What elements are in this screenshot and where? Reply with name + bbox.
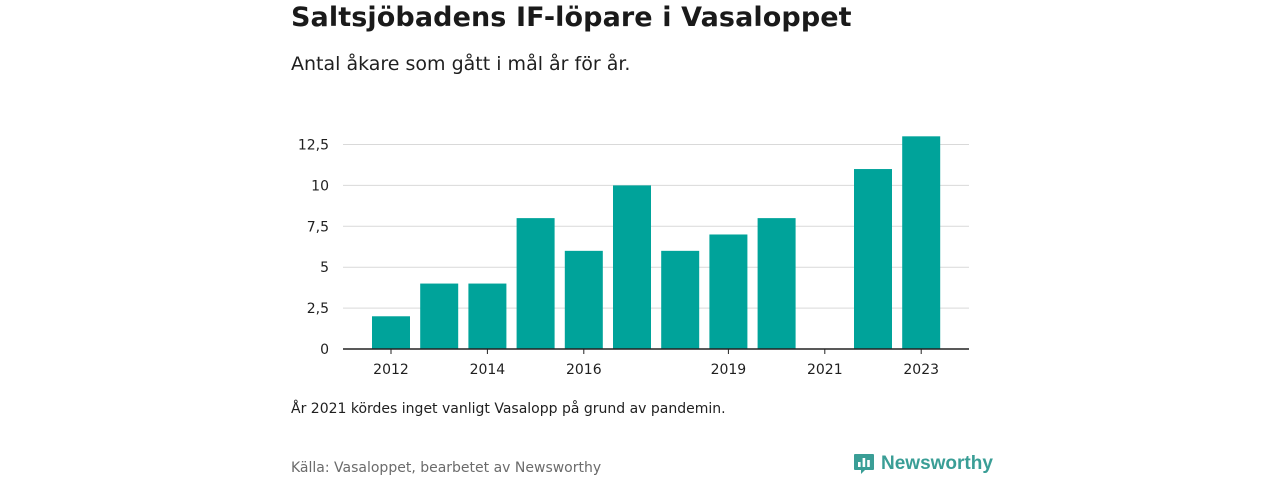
y-tick-label: 0: [320, 342, 329, 358]
bar-2012: [372, 316, 410, 349]
chart-subtitle: Antal åkare som gått i mål år för år.: [291, 53, 631, 75]
source-credit: Källa: Vasaloppet, bearbetet av Newswort…: [291, 460, 602, 476]
y-tick-label: 12,5: [298, 138, 329, 154]
bar-2013: [420, 283, 459, 349]
x-tick-label: 2023: [903, 362, 939, 378]
bar-2016: [564, 250, 603, 349]
y-tick-label: 10: [311, 178, 329, 194]
y-tick-label: 7,5: [307, 219, 329, 235]
y-tick-label: 5: [320, 260, 329, 276]
bar-2018: [661, 250, 700, 349]
bar-chart: 0 2,5 5 7,5 10 12,5 2012 2014 2016 2019 2021 2023: [298, 136, 969, 378]
x-tick-label: 2014: [470, 362, 506, 378]
x-tick-label: 2019: [711, 362, 747, 378]
y-axis-ticks: 0 2,5 5 7,5 10 12,5: [298, 138, 329, 359]
brand-name: Newsworthy: [881, 453, 993, 474]
newsworthy-logo-icon: [854, 454, 874, 474]
bar-2023: [902, 136, 941, 349]
bar-2014: [468, 283, 507, 349]
x-tick-label: 2012: [373, 362, 409, 378]
x-tick-label: 2021: [807, 362, 843, 378]
y-tick-label: 2,5: [307, 301, 329, 317]
chart-note: År 2021 kördes inget vanligt Vasalopp på…: [291, 401, 726, 417]
bars: [372, 136, 941, 349]
chart-title: Saltsjöbadens IF-löpare i Vasaloppet: [291, 2, 852, 33]
bar-2015: [516, 218, 555, 349]
newsworthy-logo: Newsworthy: [853, 452, 993, 476]
bar-2019: [709, 234, 748, 349]
x-axis-ticks: 2012 2014 2016 2019 2021 2023: [373, 349, 939, 378]
bar-2020: [757, 218, 796, 349]
bar-2017: [613, 185, 651, 349]
x-tick-label: 2016: [566, 362, 602, 378]
bar-2022: [854, 169, 892, 349]
